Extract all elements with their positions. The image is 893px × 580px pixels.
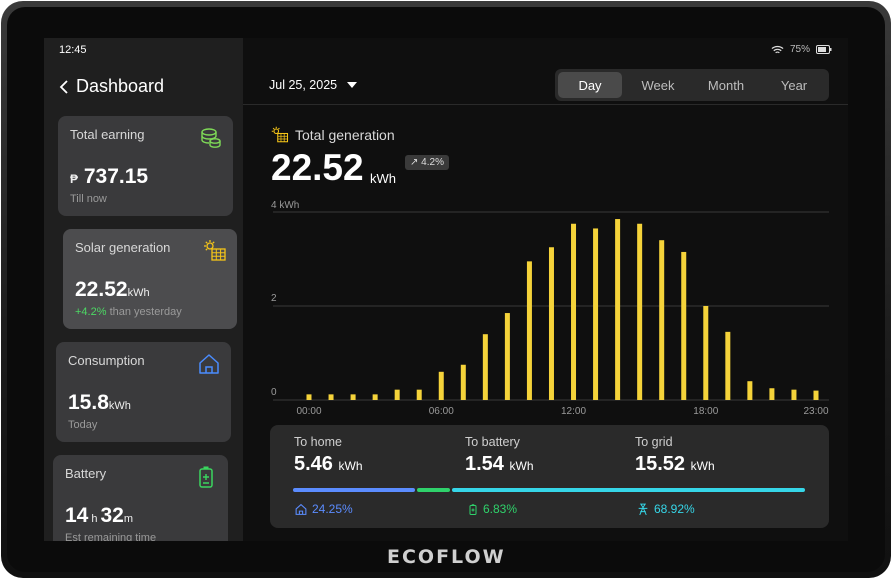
chart-bar	[416, 389, 422, 400]
card-title: Battery	[65, 466, 107, 481]
battery-icon	[199, 466, 213, 488]
coins-icon	[201, 128, 221, 148]
page-title: Dashboard	[76, 76, 165, 96]
card-value: 14 h 32m	[65, 504, 134, 527]
solar-panel-icon	[271, 126, 289, 143]
tab-week[interactable]: Week	[641, 77, 675, 93]
chart-bar	[350, 394, 356, 400]
screen: 12:45 Dashboard Total earning ₱ 737.15 T…	[44, 38, 848, 541]
chart-bar	[747, 381, 753, 400]
tab-year[interactable]: Year	[780, 77, 808, 93]
card-sub: Est remaining time	[65, 532, 157, 541]
dist-battery: To battery 1.54 kWh	[465, 435, 534, 476]
period-tabs: Day Week Month Year	[555, 69, 829, 101]
home-icon	[199, 354, 219, 374]
chart-bar	[593, 228, 599, 400]
card-sub: +4.2% than yesterday	[75, 306, 182, 318]
battery-icon	[469, 503, 477, 515]
x-tick-label: 23:00	[803, 406, 828, 417]
chart-bar	[504, 313, 510, 400]
chart-bar	[394, 389, 400, 400]
wifi-icon	[771, 45, 784, 53]
x-tick-label: 00:00	[296, 406, 321, 417]
dist-value: 5.46 kWh	[294, 453, 363, 475]
x-tick-label: 06:00	[429, 406, 454, 417]
generation-chart: 4 kWh 0 2 00:00 06:00 12:00 18:00 23:00	[271, 200, 829, 417]
chart-bar	[615, 219, 621, 400]
status-time: 12:45	[59, 44, 87, 56]
sidebar: 12:45 Dashboard Total earning ₱ 737.15 T…	[44, 38, 243, 541]
divider	[243, 104, 848, 105]
distribution-card: To home 5.46 kWh To battery 1.54 kWh To …	[270, 425, 829, 528]
chart-bar	[306, 394, 312, 400]
dist-value: 1.54 kWh	[465, 453, 534, 475]
chart-bar	[681, 251, 687, 400]
y-tick-label: 2	[271, 293, 277, 304]
card-sub: Today	[68, 419, 98, 431]
card-value: 15.8kWh	[68, 391, 131, 414]
chart-bar	[769, 388, 775, 400]
distribution-segment	[452, 488, 805, 492]
chart-bar	[328, 394, 334, 400]
tab-month[interactable]: Month	[707, 77, 745, 93]
dist-label: To home	[294, 435, 342, 449]
chart-bar	[659, 240, 665, 400]
dist-grid: To grid 15.52 kWh	[635, 435, 715, 476]
card-battery[interactable]: Battery 14 h 32m Est remaining time	[53, 455, 228, 541]
back-button[interactable]: Dashboard	[58, 76, 164, 97]
distribution-segment	[293, 488, 416, 492]
chevron-left-icon	[59, 79, 68, 94]
chart-bar	[482, 334, 488, 400]
card-consumption[interactable]: Consumption 15.8kWh Today	[56, 342, 231, 442]
chart-bar	[526, 261, 532, 400]
date-picker[interactable]: Jul 25, 2025	[269, 78, 358, 92]
chart-bar	[460, 364, 466, 400]
chart-bar	[637, 223, 643, 400]
home-icon	[295, 503, 307, 515]
dist-grid-pct: 68.92%	[636, 502, 695, 516]
dist-label: To grid	[635, 435, 673, 449]
card-title: Total earning	[70, 127, 145, 142]
y-tick-label: 4 kWh	[271, 200, 299, 211]
card-value: ₱ 737.15	[70, 165, 149, 188]
generation-value: 22.52	[271, 147, 364, 188]
card-total-earning[interactable]: Total earning ₱ 737.15 Till now	[58, 116, 233, 216]
chart-bar	[571, 223, 577, 400]
distribution-bar	[293, 488, 805, 492]
generation-title: Total generation	[271, 126, 395, 144]
card-value: 22.52kWh	[75, 278, 150, 301]
chart-bar	[438, 371, 444, 400]
chart-bar	[791, 389, 797, 400]
grid-tower-icon	[638, 503, 648, 515]
main-panel: 75% Jul 25, 2025 Day Week Month Year	[243, 38, 848, 541]
battery-status-icon	[816, 45, 832, 54]
chart-bar	[725, 331, 731, 400]
dist-value: 15.52 kWh	[635, 453, 715, 475]
card-title: Solar generation	[75, 240, 171, 255]
x-tick-label: 12:00	[561, 406, 586, 417]
chart-bar	[703, 306, 709, 400]
chart-bar	[813, 390, 819, 400]
status-bar: 75%	[771, 44, 832, 55]
caret-down-icon	[347, 82, 358, 88]
date-label: Jul 25, 2025	[269, 78, 338, 92]
generation-unit: kWh	[370, 171, 396, 186]
x-tick-label: 18:00	[693, 406, 718, 417]
dist-home-pct: 24.25%	[294, 502, 353, 516]
trend-badge: ↗ 4.2%	[405, 155, 449, 170]
tab-day[interactable]: Day	[558, 72, 622, 98]
chart-bar	[372, 394, 378, 400]
card-solar-generation[interactable]: Solar generation 22.52kWh +4.2% than yes…	[63, 229, 237, 329]
dist-home: To home 5.46 kWh	[294, 435, 363, 476]
dist-label: To battery	[465, 435, 520, 449]
chart-bar	[548, 247, 554, 400]
card-sub: Till now	[70, 193, 107, 205]
battery-percent: 75%	[789, 44, 810, 55]
dist-battery-pct: 6.83%	[467, 502, 517, 516]
distribution-segment	[417, 488, 451, 492]
card-title: Consumption	[68, 353, 145, 368]
solar-panel-icon	[204, 240, 226, 261]
y-tick-label: 0	[271, 387, 277, 398]
brand-logo: ECOFLOW	[387, 546, 506, 568]
